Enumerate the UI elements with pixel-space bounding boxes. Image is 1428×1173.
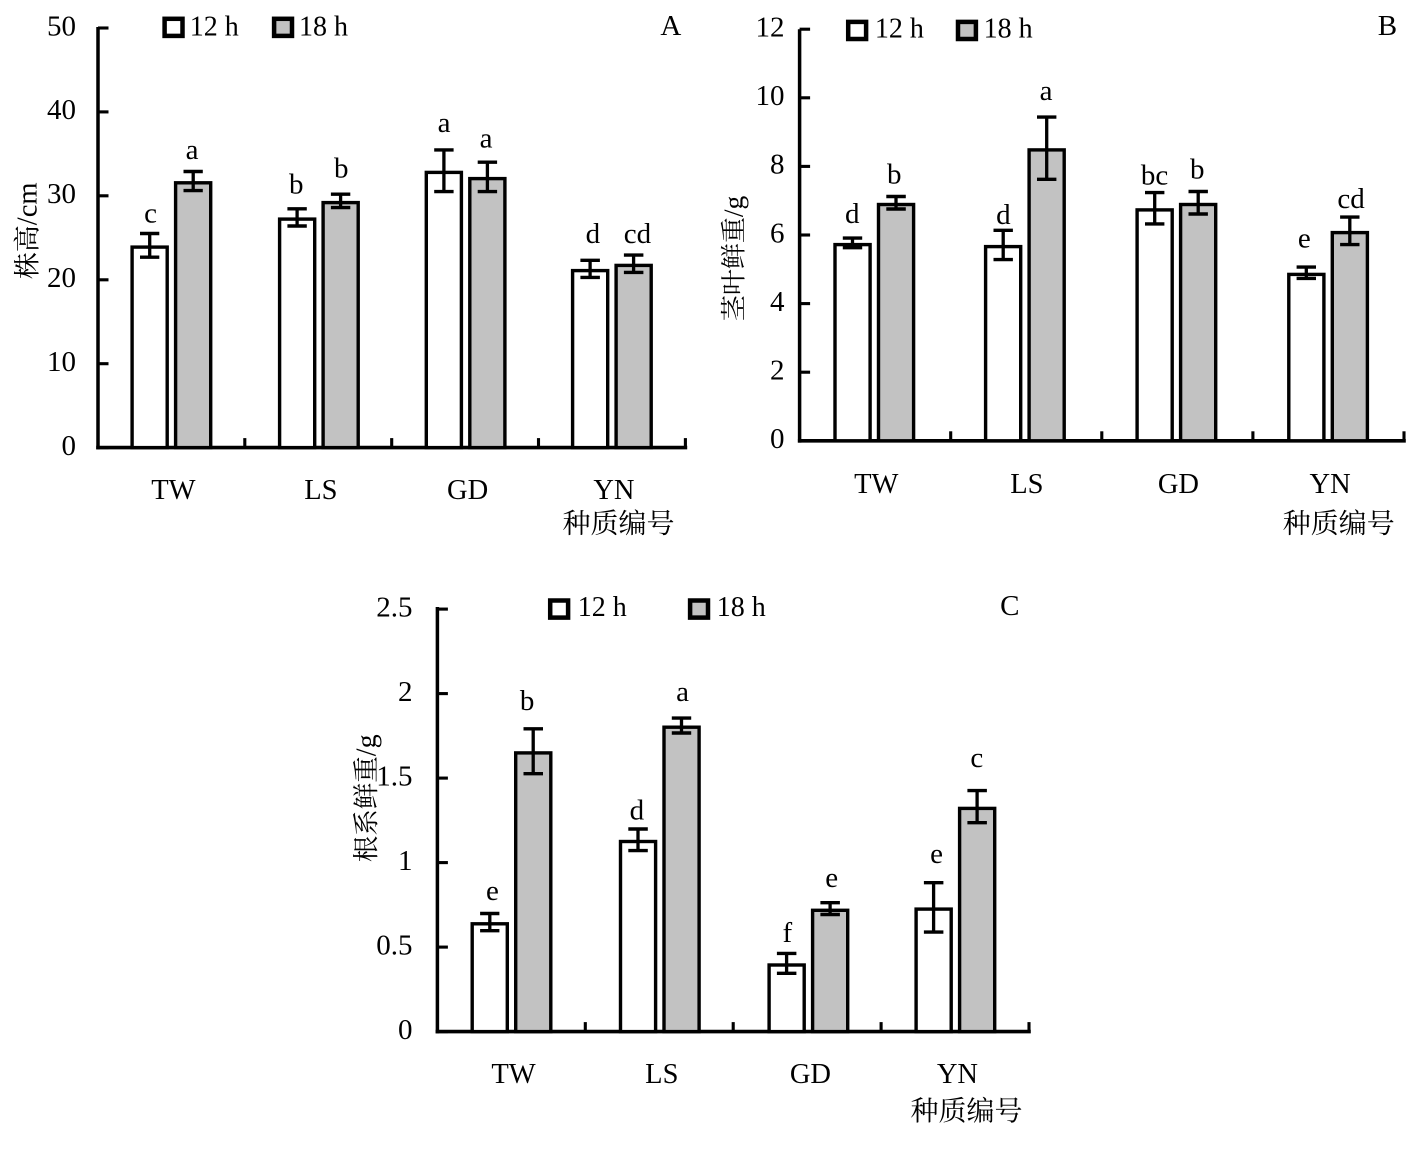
svg-text:c: c [970,742,983,774]
svg-text:e: e [486,875,499,907]
svg-text:b: b [887,158,902,190]
svg-text:d: d [996,199,1011,231]
svg-text:GD: GD [790,1059,831,1090]
svg-text:10: 10 [47,346,76,378]
svg-text:30: 30 [47,178,76,210]
svg-text:2.5: 2.5 [376,591,412,623]
svg-text:LS: LS [1010,469,1043,500]
svg-text:0: 0 [398,1014,413,1046]
svg-text:YN: YN [1310,469,1351,500]
svg-text:50: 50 [47,10,76,42]
svg-text:12 h: 12 h [190,11,239,42]
svg-text:d: d [630,794,645,826]
svg-text:TW: TW [151,475,195,506]
svg-text:6: 6 [770,217,785,249]
svg-text:A: A [660,10,681,42]
svg-text:a: a [676,676,689,708]
svg-text:1: 1 [398,845,413,877]
svg-text:18 h: 18 h [717,592,766,623]
svg-text:TW: TW [854,469,898,500]
svg-text:C: C [1000,590,1019,622]
svg-text:YN: YN [937,1059,978,1090]
svg-text:10: 10 [756,80,785,112]
svg-text:d: d [845,198,860,230]
svg-text:1.5: 1.5 [376,760,412,792]
svg-text:b: b [334,153,349,185]
svg-text:a: a [1040,75,1053,107]
svg-text:cd: cd [1337,183,1365,215]
svg-text:GD: GD [447,475,488,506]
svg-text:b: b [1190,153,1205,185]
svg-text:b: b [289,168,304,200]
svg-text:0.5: 0.5 [376,929,412,961]
svg-text:/g: /g [351,734,382,756]
svg-text:YN: YN [593,475,634,506]
svg-text:B: B [1378,10,1397,42]
svg-text:a: a [186,134,199,166]
svg-text:c: c [144,198,157,230]
svg-text:12 h: 12 h [875,14,924,45]
svg-text:d: d [586,218,601,250]
svg-text:b: b [520,685,535,717]
svg-text:e: e [1298,223,1311,255]
svg-text:TW: TW [491,1059,535,1090]
svg-text:18 h: 18 h [299,11,348,42]
svg-text:LS: LS [645,1059,678,1090]
svg-text:40: 40 [47,94,76,126]
svg-text:4: 4 [770,286,785,318]
svg-text:GD: GD [1158,469,1199,500]
svg-text:/g: /g [718,195,749,217]
svg-text:12: 12 [756,12,785,44]
svg-text:8: 8 [770,149,785,181]
svg-text:cd: cd [624,218,652,250]
svg-text:18 h: 18 h [984,14,1033,45]
svg-text:f: f [782,917,792,949]
svg-text:a: a [438,107,451,139]
svg-text:bc: bc [1141,160,1168,192]
svg-text:e: e [930,838,943,870]
svg-text:0: 0 [62,430,77,462]
svg-text:LS: LS [304,475,337,506]
svg-text:12 h: 12 h [578,592,627,623]
svg-text:a: a [480,122,493,154]
svg-text:/cm: /cm [13,182,44,225]
svg-text:2: 2 [770,355,785,387]
svg-text:e: e [825,862,838,894]
svg-text:2: 2 [398,676,413,708]
svg-text:0: 0 [770,423,785,455]
svg-text:20: 20 [47,262,76,294]
